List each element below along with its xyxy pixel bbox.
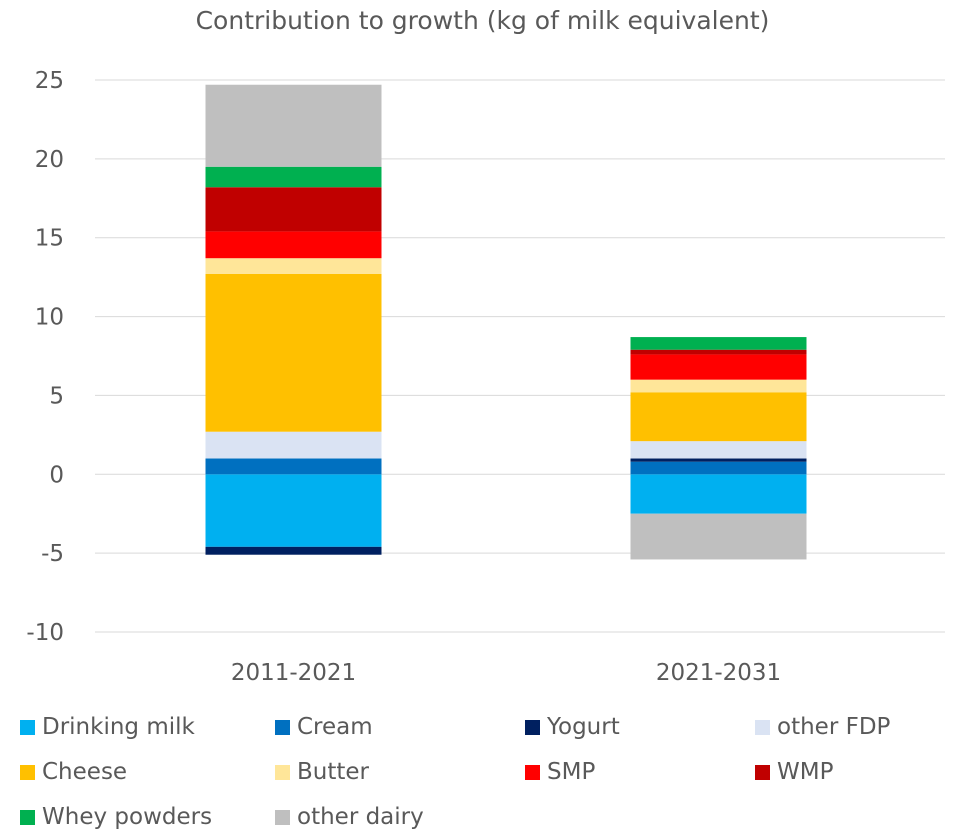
- legend-swatch: [20, 809, 35, 825]
- legend-item: Cheese: [20, 759, 127, 785]
- legend-label: other FDP: [777, 714, 891, 740]
- legend-label: other dairy: [297, 804, 424, 830]
- legend-swatch: [20, 764, 35, 780]
- y-tick-label: 15: [35, 226, 64, 252]
- legend-swatch: [525, 764, 540, 780]
- bar-segment: [630, 461, 807, 475]
- bar-segment: [630, 392, 807, 442]
- bar-segment: [205, 258, 382, 274]
- bar-segment: [630, 513, 807, 560]
- bar-segment: [205, 474, 382, 547]
- legend-item: SMP: [525, 759, 595, 785]
- bar-segment: [205, 166, 382, 188]
- legend-label: Drinking milk: [42, 714, 195, 740]
- legend-item: other FDP: [755, 714, 890, 740]
- legend-swatch: [755, 764, 770, 780]
- bar-segment: [205, 187, 382, 232]
- y-tick-label: 10: [35, 305, 64, 331]
- bar-segment: [630, 441, 807, 459]
- bar-segment: [630, 379, 807, 393]
- legend-label: Yogurt: [547, 714, 620, 740]
- legend-item: Cream: [275, 714, 373, 740]
- chart-title: Contribution to growth (kg of milk equiv…: [195, 6, 770, 35]
- bar-segment: [205, 431, 382, 459]
- legend-swatch: [525, 719, 540, 735]
- legend-label: Cheese: [42, 759, 128, 785]
- y-tick-label: -5: [41, 541, 64, 567]
- y-tick-label: 0: [49, 462, 64, 488]
- legend-swatch: [275, 809, 290, 825]
- legend-item: Butter: [275, 759, 369, 785]
- legend-label: Whey powders: [42, 804, 213, 830]
- legend-item: Yogurt: [525, 714, 620, 740]
- legend-label: Cream: [297, 714, 373, 740]
- bar-segment: [205, 458, 382, 475]
- bar-segment: [205, 231, 382, 259]
- y-tick-label: -10: [26, 620, 64, 646]
- bar-segment: [630, 458, 807, 462]
- bar-segment: [630, 349, 807, 355]
- bar-segment: [630, 337, 807, 350]
- bar-segment: [205, 84, 382, 167]
- bar-segment: [630, 474, 807, 514]
- y-tick-label: 5: [49, 383, 64, 409]
- legend-item: other dairy: [275, 804, 424, 830]
- legend-label: Butter: [297, 759, 369, 785]
- y-tick-label: 20: [35, 147, 64, 173]
- bar-segment: [205, 546, 382, 555]
- legend-item: WMP: [755, 759, 833, 785]
- bar-segment: [630, 354, 807, 380]
- legend-item: Drinking milk: [20, 714, 195, 740]
- legend-label: SMP: [547, 759, 596, 785]
- x-category-label: 2021-2031: [656, 660, 781, 686]
- legend-swatch: [20, 719, 35, 735]
- legend-swatch: [275, 764, 290, 780]
- bar-segment: [205, 273, 382, 432]
- legend-swatch: [275, 719, 290, 735]
- x-category-label: 2011-2021: [231, 660, 356, 686]
- legend-swatch: [755, 719, 770, 735]
- legend-label: WMP: [777, 759, 834, 785]
- legend-item: Whey powders: [20, 804, 212, 830]
- y-tick-label: 25: [35, 68, 64, 94]
